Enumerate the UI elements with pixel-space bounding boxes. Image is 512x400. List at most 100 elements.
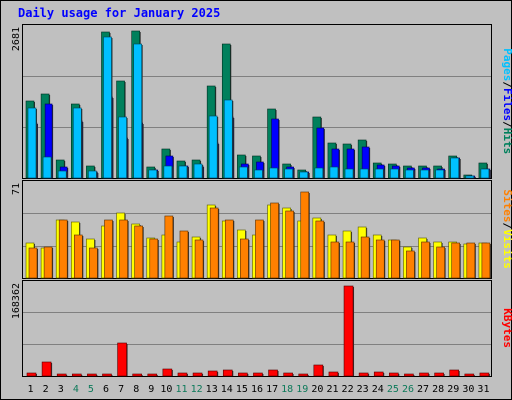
bar-pages-day-1 (27, 107, 37, 179)
bar-pages-day-6 (103, 36, 112, 179)
bar-sites-day-20 (315, 220, 325, 279)
bar-kbytes-day-22 (343, 285, 354, 377)
bar-sites-day-16 (255, 219, 264, 279)
x-tick-label: 25 (387, 384, 399, 395)
x-tick-label: 21 (326, 384, 338, 395)
bar-kbytes-day-29 (449, 369, 460, 377)
x-tick-label: 6 (103, 384, 109, 395)
bar-sites-day-27 (421, 241, 430, 279)
bar-sites-day-14 (224, 219, 234, 279)
bar-kbytes-day-17 (268, 369, 278, 377)
bar-pages-day-3 (57, 170, 67, 179)
bar-pages-day-26 (405, 169, 414, 179)
panel-border (22, 24, 492, 179)
bar-sites-day-4 (73, 234, 83, 279)
series-pages (27, 36, 490, 179)
x-tick-label: 18 (281, 384, 293, 395)
bar-sites-day-26 (406, 250, 415, 279)
x-tick-label: 23 (357, 384, 369, 395)
bar-kbytes-day-1 (26, 372, 37, 377)
bar-sites-day-19 (300, 191, 310, 279)
x-tick-label: 7 (118, 384, 124, 395)
bar-sites-day-25 (391, 239, 400, 279)
bar-kbytes-day-10 (162, 368, 173, 377)
bar-sites-day-7 (119, 219, 128, 279)
bar-pages-day-31 (480, 168, 490, 179)
bar-kbytes-day-19 (298, 373, 309, 377)
bar-kbytes-day-18 (283, 372, 293, 377)
x-tick-label: 2 (43, 384, 49, 395)
x-tick-label: 26 (402, 384, 414, 395)
bar-pages-day-22 (344, 168, 354, 179)
bar-sites-day-2 (43, 246, 53, 279)
bar-sites-day-3 (58, 219, 68, 279)
series-sites (28, 191, 491, 279)
bar-kbytes-day-31 (479, 372, 490, 377)
bar-kbytes-day-11 (177, 372, 188, 377)
y-max-label: 2681 (11, 27, 22, 51)
bar-kbytes-day-23 (358, 372, 369, 377)
bar-pages-day-12 (193, 163, 203, 179)
bar-sites-day-9 (149, 238, 159, 279)
bar-kbytes-day-16 (253, 372, 263, 377)
bar-pages-day-8 (133, 43, 142, 179)
bar-sites-day-10 (164, 215, 174, 279)
bar-pages-day-28 (435, 169, 444, 179)
y-max-label: 71 (11, 183, 22, 195)
x-tick-label: 27 (417, 384, 429, 395)
panel-kbytes: 168362 KBytes (11, 280, 512, 377)
x-tick-label: 4 (73, 384, 79, 395)
bar-sites-day-17 (270, 202, 279, 279)
x-tick-label: 20 (311, 384, 323, 395)
x-tick-label: 11 (175, 384, 187, 395)
bar-pages-day-16 (254, 169, 263, 179)
bar-kbytes-day-26 (404, 373, 414, 377)
bar-kbytes-day-27 (419, 372, 429, 377)
bar-kbytes-day-24 (373, 371, 384, 377)
bar-kbytes-day-28 (434, 372, 444, 377)
bar-pages-day-7 (118, 116, 127, 179)
x-tick-label: 17 (266, 384, 278, 395)
bar-pages-day-4 (72, 107, 82, 179)
legend-pages-files-hits: Pages/Files/Hits (501, 48, 512, 154)
x-tick-label: 14 (221, 384, 233, 395)
x-tick-label: 8 (133, 384, 139, 395)
bar-kbytes-day-13 (207, 370, 218, 377)
bar-kbytes-day-20 (313, 364, 324, 377)
bar-pages-day-10 (163, 165, 173, 179)
legend-entry: / (501, 223, 512, 230)
legend-entry: / (501, 81, 512, 88)
x-tick-label: 16 (251, 384, 263, 395)
bar-kbytes-day-6 (102, 373, 112, 377)
bar-pages-day-11 (178, 165, 188, 179)
legend-entry: KBytes (501, 308, 512, 348)
bar-sites-day-12 (194, 239, 204, 279)
legend-entry: Pages (501, 48, 512, 81)
legend-entry: Visits (501, 229, 512, 269)
bar-pages-day-2 (42, 156, 52, 179)
bar-pages-day-14 (223, 99, 233, 179)
bar-sites-day-13 (209, 207, 219, 279)
bar-sites-day-31 (481, 242, 491, 279)
x-tick-label: 28 (432, 384, 444, 395)
bar-pages-day-9 (148, 169, 158, 179)
series-kbytes (26, 285, 490, 377)
bar-kbytes-day-4 (71, 373, 82, 377)
bar-sites-day-29 (451, 242, 461, 279)
x-tick-label: 5 (88, 384, 94, 395)
bar-kbytes-day-2 (41, 361, 52, 377)
legend-kbytes: KBytes (501, 308, 512, 348)
x-tick-label: 15 (236, 384, 248, 395)
legend-entry: Files (501, 88, 512, 121)
legend-entry: Sites (501, 189, 512, 222)
bar-kbytes-day-30 (464, 373, 475, 377)
y-max-label: 168362 (11, 283, 22, 319)
bar-sites-day-24 (375, 239, 385, 279)
panel-visits-sites: 71 Sites/Visits (11, 180, 512, 279)
bar-pages-day-5 (88, 170, 97, 179)
x-tick-label: 22 (342, 384, 354, 395)
bar-sites-day-18 (285, 210, 294, 279)
bar-pages-day-18 (284, 168, 293, 179)
bar-sites-day-23 (360, 236, 370, 279)
